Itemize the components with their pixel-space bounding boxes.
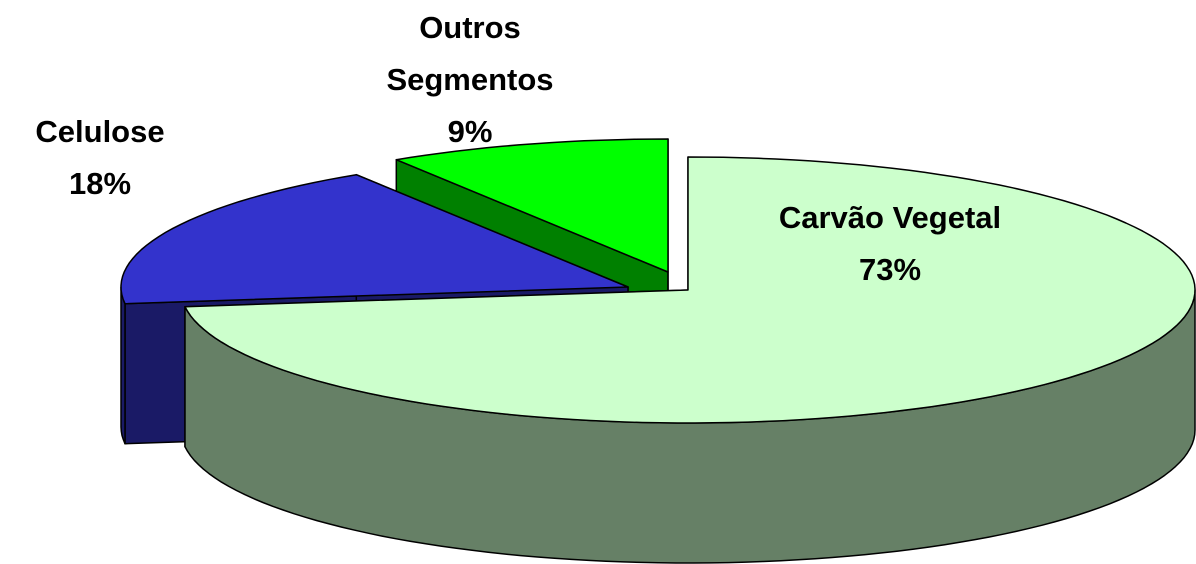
slice-label: Outros Segmentos 9%	[355, 2, 585, 158]
slice	[395, 138, 669, 273]
value-label: 73%	[858, 252, 922, 287]
category-label: Outros Segmentos	[386, 10, 554, 97]
slice	[184, 156, 1196, 424]
category-label: Celulose	[35, 114, 165, 149]
value-label: 18%	[68, 166, 132, 201]
category-label: Carvão Vegetal	[778, 200, 1002, 235]
slice-label: Carvão Vegetal 73%	[775, 192, 1005, 296]
value-label: 9%	[447, 114, 493, 149]
slice	[120, 173, 629, 305]
slice-label: Celulose 18%	[0, 106, 215, 210]
slice-wall	[120, 286, 126, 445]
